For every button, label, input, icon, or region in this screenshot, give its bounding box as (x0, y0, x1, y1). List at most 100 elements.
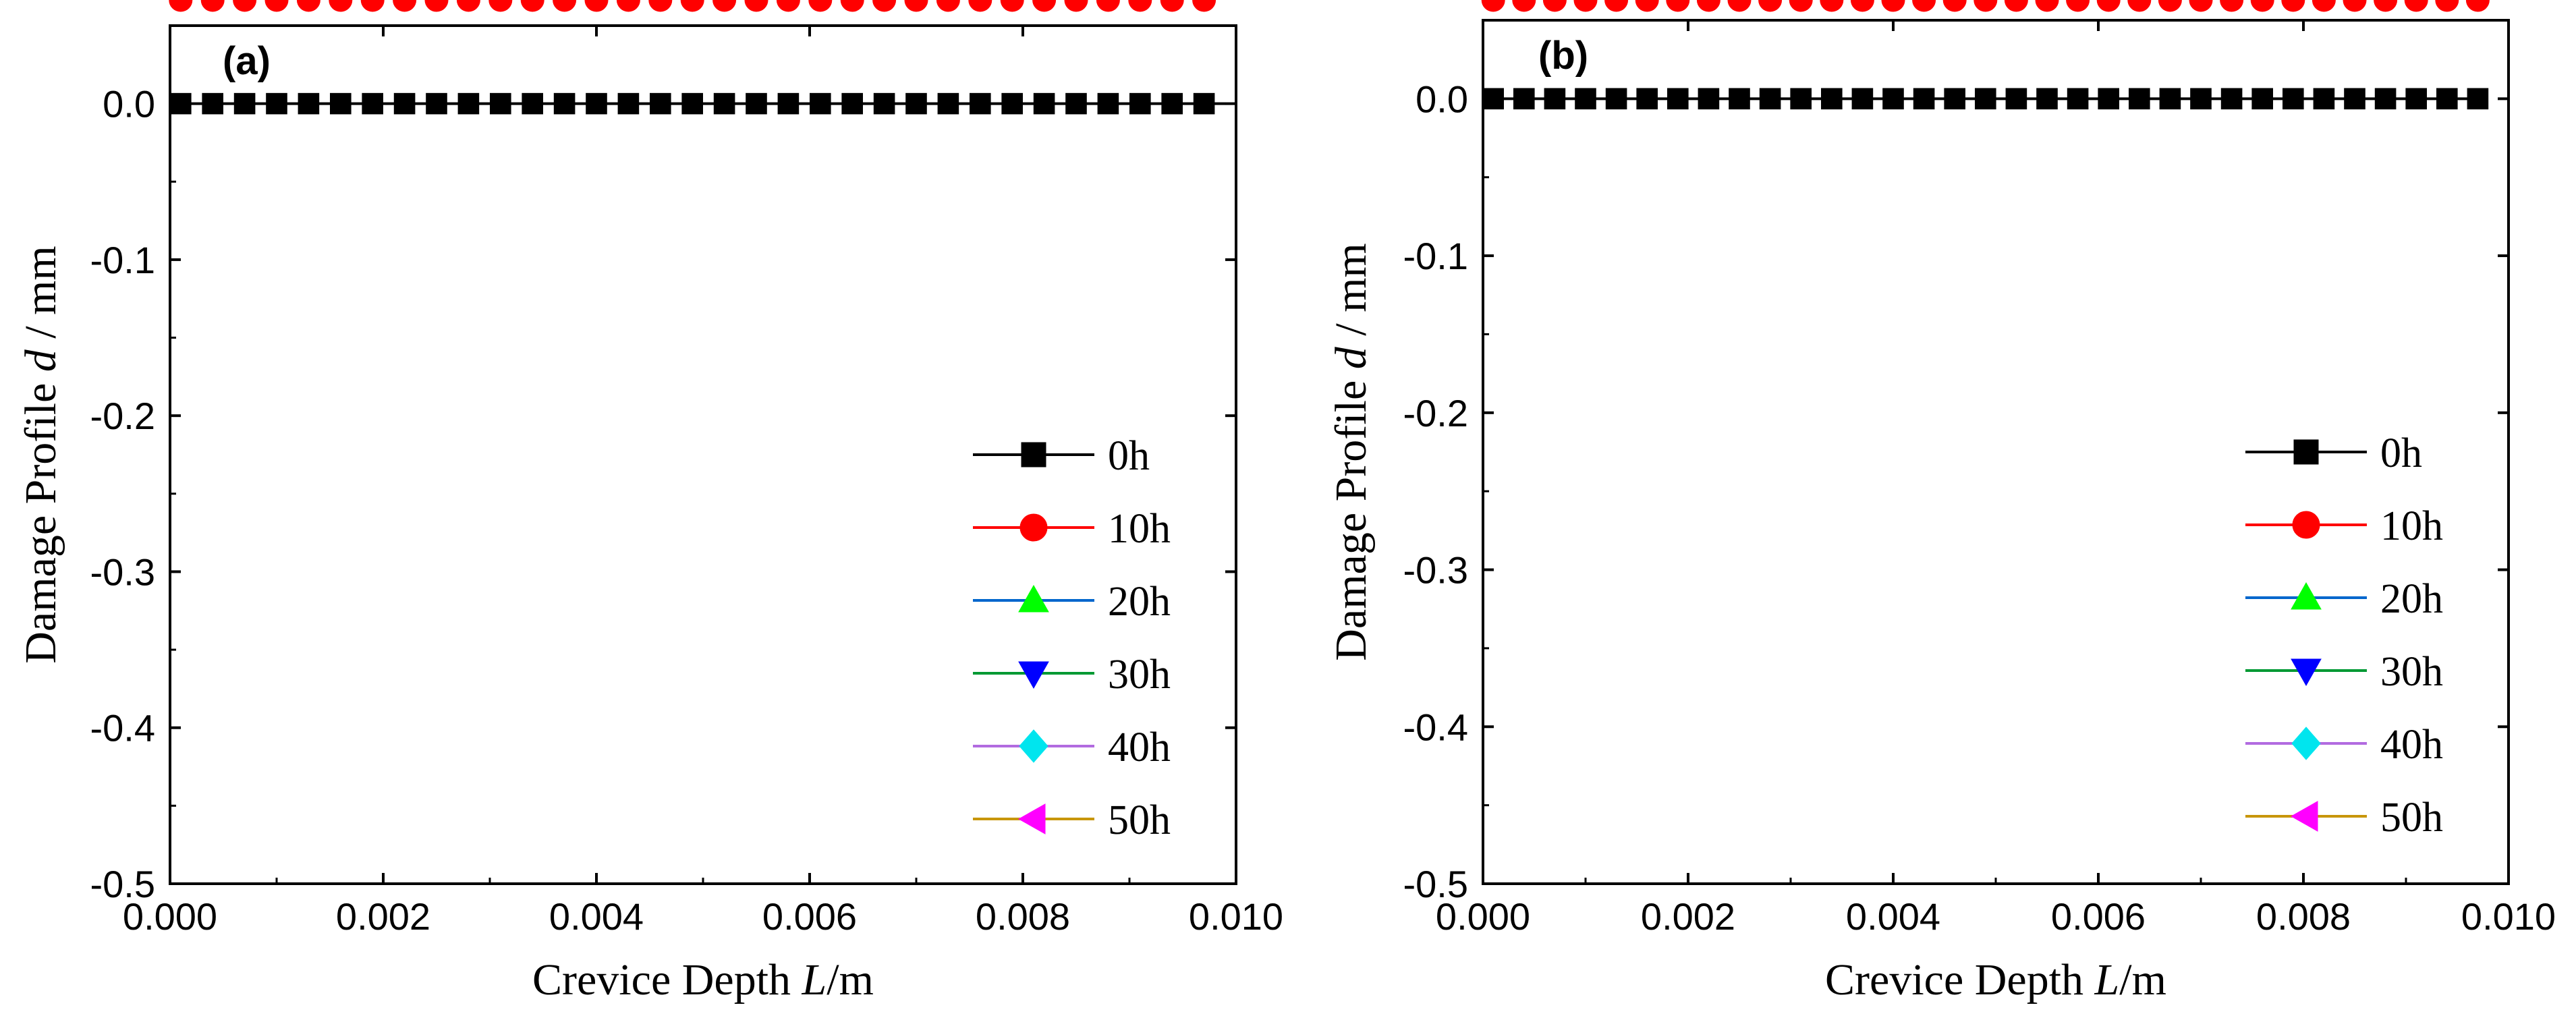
x-axis-title-var: L (2094, 955, 2120, 1004)
data-point (200, 0, 225, 12)
data-point (2281, 0, 2305, 12)
y-tick-label: -0.4 (90, 707, 156, 749)
x-axis-title-unit: /m (2119, 955, 2166, 1004)
data-point (457, 92, 480, 115)
legend-label: 30h (2380, 649, 2443, 695)
data-point (2344, 88, 2365, 110)
data-point (808, 0, 833, 12)
data-point (553, 92, 576, 115)
data-point (1666, 0, 1690, 12)
data-point (553, 0, 577, 12)
legend-item: 10h (2245, 503, 2443, 549)
data-point (1850, 0, 1874, 12)
legend-label: 0h (2380, 430, 2422, 476)
data-point (1192, 0, 1216, 12)
y-axis-title-unit: / mm (1326, 243, 1376, 347)
x-axis-title-text: Crevice Depth (1825, 955, 2083, 1004)
x-tick-label: 0.000 (1436, 895, 1530, 938)
data-point (1542, 0, 1567, 12)
data-point (904, 0, 928, 12)
data-point (1696, 0, 1720, 12)
data-point (2436, 88, 2458, 110)
legend-label: 20h (1108, 579, 1171, 625)
data-point (296, 0, 320, 12)
data-point (1064, 0, 1088, 12)
data-point (2036, 88, 2058, 110)
legend-marker (2290, 801, 2318, 832)
data-point (1667, 88, 1689, 110)
legend-label: 30h (1108, 652, 1171, 698)
x-tick-label: 0.002 (1641, 895, 1735, 938)
data-point (362, 92, 384, 115)
data-point (456, 0, 480, 12)
data-point (2404, 0, 2428, 12)
data-point (202, 92, 223, 115)
data-point (873, 92, 895, 115)
legend-label: 20h (2380, 576, 2443, 622)
data-point (872, 0, 897, 12)
x-axis-title-var: L (802, 955, 827, 1004)
data-point (360, 0, 385, 12)
x-tick-label: 0.008 (976, 895, 1070, 938)
data-point (522, 92, 544, 115)
legend-label: 40h (2380, 722, 2443, 768)
data-point (968, 0, 992, 12)
data-point (648, 0, 673, 12)
data-point (2159, 88, 2181, 110)
x-tick-label: 0.010 (2461, 895, 2556, 938)
data-point (1193, 92, 1215, 115)
data-point (937, 92, 959, 115)
data-point (2066, 0, 2090, 12)
y-tick-label: -0.2 (1403, 392, 1469, 434)
data-point (1944, 88, 1965, 110)
y-axis-title: Damage Profile d / mm (16, 246, 65, 664)
chart-panel-a: (a) Damage Profile d / mm Crevice Depth … (16, 0, 1283, 1004)
y-tick-label: -0.1 (1403, 235, 1469, 277)
data-point (393, 92, 416, 115)
data-point (1129, 92, 1151, 115)
legend-marker (1021, 442, 1046, 468)
data-point (233, 0, 257, 12)
legend: 0h 10h 20h 30h 40h 50h (2245, 430, 2443, 841)
data-point (2220, 0, 2244, 12)
legend-marker (2291, 658, 2322, 687)
data-point (1821, 88, 1843, 110)
data-point (1481, 0, 1505, 12)
data-point (1065, 92, 1087, 115)
x-axis-title: Crevice Depth L/m (532, 955, 874, 1004)
legend-marker (2293, 439, 2319, 465)
data-point (1001, 92, 1024, 115)
data-point (2220, 88, 2243, 110)
data-point (1635, 0, 1659, 12)
data-point (1096, 0, 1120, 12)
x-tick-label: 0.004 (1846, 895, 1940, 938)
data-point (1544, 88, 1566, 110)
panel-label: (b) (1538, 34, 1588, 78)
legend-item: 40h (2245, 722, 2443, 768)
data-point (426, 92, 447, 115)
x-tick-label: 0.004 (549, 895, 644, 938)
data-point (2129, 88, 2150, 110)
data-point (1758, 0, 1783, 12)
data-point (2096, 0, 2121, 12)
legend-item: 50h (2245, 795, 2443, 841)
data-point (713, 92, 735, 115)
data-point (2005, 88, 2027, 110)
data-point (393, 0, 417, 12)
data-point (2465, 0, 2490, 12)
series-0h (170, 92, 1226, 115)
legend-marker (1018, 584, 1049, 613)
data-point (264, 0, 289, 12)
legend-marker (2291, 727, 2321, 760)
y-tick-label: -0.4 (1403, 706, 1469, 748)
data-point (650, 92, 671, 115)
y-axis-title-text: Damage Profile (16, 383, 65, 664)
y-tick-label: -0.3 (1403, 549, 1469, 592)
data-point (1882, 88, 1904, 110)
legend-label: 50h (1108, 797, 1171, 843)
x-tick-label: 0.006 (762, 895, 857, 938)
legend-marker (2292, 511, 2320, 539)
data-point (2283, 88, 2304, 110)
data-point (1161, 92, 1183, 115)
